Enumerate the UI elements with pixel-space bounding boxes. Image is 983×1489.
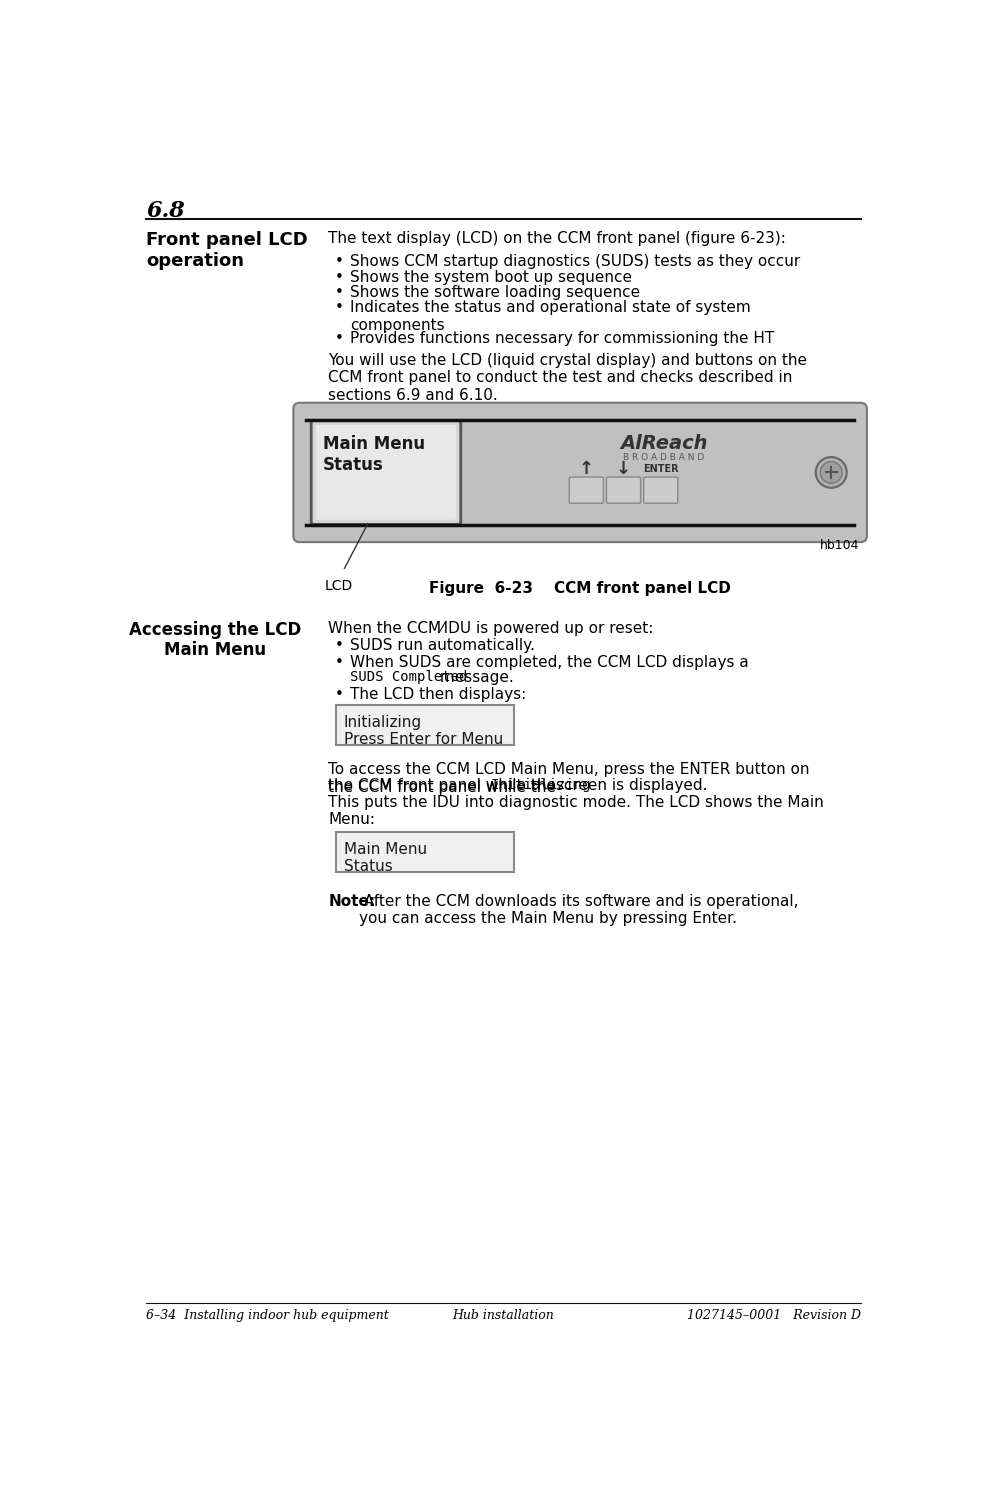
Text: ENTER: ENTER: [643, 463, 678, 474]
Text: Main Menu: Main Menu: [344, 841, 427, 856]
Text: •: •: [334, 686, 343, 701]
Text: AlReach: AlReach: [620, 435, 708, 453]
Text: 1027145–0001   Revision D: 1027145–0001 Revision D: [687, 1309, 861, 1322]
Text: You will use the LCD (liquid crystal display) and buttons on the
CCM front panel: You will use the LCD (liquid crystal dis…: [328, 353, 807, 402]
Text: •: •: [334, 255, 343, 270]
Text: 6.8: 6.8: [146, 200, 185, 222]
Text: Figure  6-23    CCM front panel LCD: Figure 6-23 CCM front panel LCD: [430, 581, 731, 596]
Text: •: •: [334, 655, 343, 670]
Text: Provides functions necessary for commissioning the HT: Provides functions necessary for commiss…: [350, 331, 775, 345]
Text: When SUDS are completed, the CCM LCD displays a: When SUDS are completed, the CCM LCD dis…: [350, 655, 749, 670]
FancyBboxPatch shape: [316, 424, 456, 520]
Text: B R O A D B A N D: B R O A D B A N D: [623, 453, 705, 462]
Text: This puts the IDU into diagnostic mode. The LCD shows the Main
Menu:: This puts the IDU into diagnostic mode. …: [328, 795, 824, 826]
Text: 6–34  Installing indoor hub equipment: 6–34 Installing indoor hub equipment: [146, 1309, 389, 1322]
Text: •: •: [334, 637, 343, 652]
Text: Accessing the LCD
Main Menu: Accessing the LCD Main Menu: [129, 621, 301, 660]
Text: The text display (LCD) on the CCM front panel (figure 6-23):: The text display (LCD) on the CCM front …: [328, 231, 786, 246]
Text: ↓: ↓: [616, 460, 631, 478]
Text: The LCD then displays:: The LCD then displays:: [350, 686, 526, 701]
Circle shape: [816, 457, 846, 488]
FancyBboxPatch shape: [336, 706, 514, 746]
Text: the CCM front panel while the: the CCM front panel while the: [328, 777, 561, 792]
Text: Hub installation: Hub installation: [452, 1309, 554, 1322]
Text: SUDS run automatically.: SUDS run automatically.: [350, 637, 535, 652]
Text: Shows CCM startup diagnostics (SUDS) tests as they occur: Shows CCM startup diagnostics (SUDS) tes…: [350, 255, 800, 270]
Text: Indicates the status and operational state of system
components: Indicates the status and operational sta…: [350, 301, 751, 332]
Text: Shows the software loading sequence: Shows the software loading sequence: [350, 284, 640, 299]
FancyBboxPatch shape: [312, 420, 461, 524]
Text: Initializing: Initializing: [491, 777, 592, 792]
Text: Initializing: Initializing: [344, 715, 422, 730]
Text: Main Menu: Main Menu: [322, 435, 425, 453]
Text: When the CCM⁄IDU is powered up or reset:: When the CCM⁄IDU is powered up or reset:: [328, 621, 654, 636]
FancyBboxPatch shape: [336, 832, 514, 873]
Text: SUDS Completed: SUDS Completed: [350, 670, 467, 683]
Text: hb104: hb104: [820, 539, 859, 552]
Text: message.: message.: [435, 670, 514, 685]
Text: screen is displayed.: screen is displayed.: [551, 777, 708, 792]
Text: •: •: [334, 331, 343, 345]
Text: To access the CCM LCD Main Menu, press the ENTER button on
the CCM front panel w: To access the CCM LCD Main Menu, press t…: [328, 762, 810, 795]
Text: After the CCM downloads its software and is operational,
you can access the Main: After the CCM downloads its software and…: [359, 893, 799, 926]
Text: Status: Status: [344, 859, 392, 874]
Text: •: •: [334, 270, 343, 284]
Text: •: •: [334, 284, 343, 299]
Circle shape: [821, 462, 842, 484]
Text: •: •: [334, 301, 343, 316]
Text: Front panel LCD
operation: Front panel LCD operation: [146, 231, 308, 270]
Text: Note:: Note:: [328, 893, 376, 908]
Text: Press Enter for Menu: Press Enter for Menu: [344, 731, 503, 746]
FancyBboxPatch shape: [569, 476, 604, 503]
Text: ↑: ↑: [579, 460, 594, 478]
Text: Status: Status: [322, 456, 383, 474]
FancyBboxPatch shape: [607, 476, 641, 503]
FancyBboxPatch shape: [644, 476, 677, 503]
Text: Shows the system boot up sequence: Shows the system boot up sequence: [350, 270, 632, 284]
FancyBboxPatch shape: [293, 402, 867, 542]
Text: LCD: LCD: [324, 579, 353, 593]
